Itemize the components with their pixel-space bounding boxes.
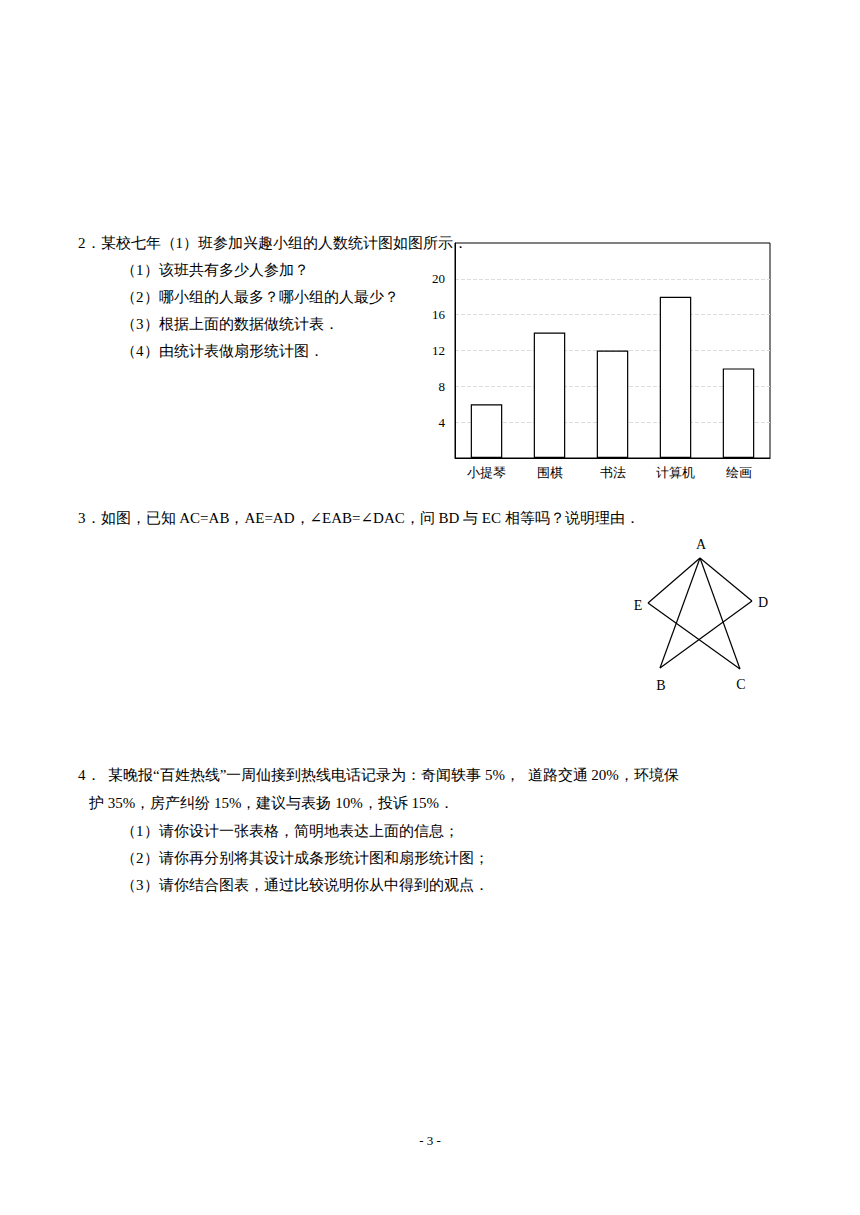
svg-text:B: B xyxy=(656,678,665,693)
html-text:4． 某晚报“百姓热线”一周仙接到热线电话记录为：奇闻轶事: 4． 某晚报“百姓热线”一周仙接到热线电话记录为：奇闻轶事 5%， 道路交通 2… xyxy=(78,767,679,783)
html-text:护 35%，房产纠纷 15%，建议与表扬 10%，投诉 15: 护 35%，房产纠纷 15%，建议与表扬 10%，投诉 15%． xyxy=(89,795,454,811)
html-text:2．某校七年（1）班参加兴趣小组的人数统计图如图所示．: 2．某校七年（1）班参加兴趣小组的人数统计图如图所示． xyxy=(78,235,468,251)
svg-text:20: 20 xyxy=(432,271,445,286)
html-text:- 3 -: - 3 - xyxy=(419,1133,441,1148)
svg-text:8: 8 xyxy=(439,379,446,394)
html-text:（3）根据上面的数据做统计表．: （3）根据上面的数据做统计表． xyxy=(121,316,339,332)
svg-text:4: 4 xyxy=(439,415,446,430)
svg-text:书法: 书法 xyxy=(600,465,626,480)
html-text:（1）请你设计一张表格，简明地表达上面的信息；: （1）请你设计一张表格，简明地表达上面的信息； xyxy=(121,823,459,839)
html-text:（4）由统计表做扇形统计图．: （4）由统计表做扇形统计图． xyxy=(121,343,324,359)
svg-text:D: D xyxy=(758,595,768,610)
svg-text:围棋: 围棋 xyxy=(537,465,563,480)
svg-text:绘画: 绘画 xyxy=(726,465,752,480)
html-text:（1）该班共有多少人参加？: （1）该班共有多少人参加？ xyxy=(121,262,309,278)
svg-text:12: 12 xyxy=(432,343,445,358)
html-text:（3）请你结合图表，通过比较说明你从中得到的观点．: （3）请你结合图表，通过比较说明你从中得到的观点． xyxy=(121,877,489,893)
svg-text:小提琴: 小提琴 xyxy=(467,465,506,480)
html-text:3．如图，已知 AC=AB，AE=AD，∠EAB=∠DAC，: 3．如图，已知 AC=AB，AE=AD，∠EAB=∠DAC，问 BD 与 EC … xyxy=(78,510,640,526)
svg-text:16: 16 xyxy=(432,307,446,322)
html-text:（2）请你再分别将其设计成条形统计图和扇形统计图；: （2）请你再分别将其设计成条形统计图和扇形统计图； xyxy=(121,850,489,866)
html-text:（2）哪小组的人最多？哪小组的人最少？: （2）哪小组的人最多？哪小组的人最少？ xyxy=(121,289,399,305)
svg-text:E: E xyxy=(634,598,643,613)
svg-text:C: C xyxy=(736,677,745,692)
svg-text:计算机: 计算机 xyxy=(656,465,695,480)
svg-text:A: A xyxy=(696,537,707,552)
